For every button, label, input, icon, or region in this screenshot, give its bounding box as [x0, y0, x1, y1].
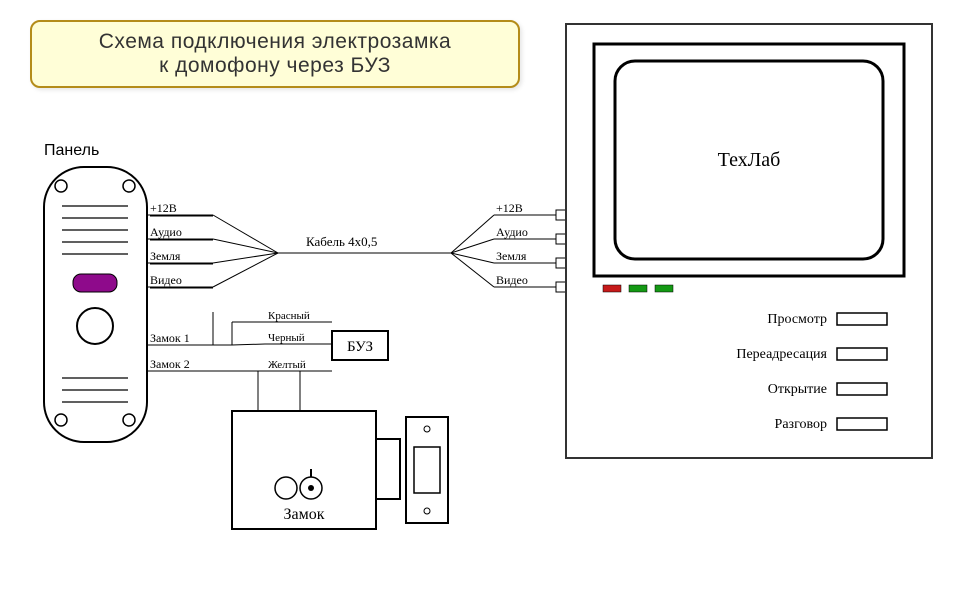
call-button [77, 308, 113, 344]
svg-text:ТехЛаб: ТехЛаб [718, 149, 781, 171]
monitor-button-0[interactable] [837, 313, 887, 325]
lock-latch [376, 439, 400, 499]
diagram-svg: +12В Аудио Земля Видео Замок 1 Замок 2 Красный… [0, 0, 959, 601]
svg-text:Разговор: Разговор [775, 417, 827, 432]
monitor-button-1[interactable] [837, 348, 887, 360]
svg-text:Замок 2: Замок 2 [150, 357, 190, 371]
monitor-led-2 [655, 285, 673, 292]
svg-text:Красный: Красный [268, 310, 310, 322]
svg-text:Просмотр: Просмотр [767, 312, 827, 327]
svg-text:Черный: Черный [268, 332, 305, 344]
panel-body [44, 167, 147, 442]
svg-text:+12В: +12В [150, 201, 177, 215]
svg-text:Замок 1: Замок 1 [150, 331, 190, 345]
svg-text:БУЗ: БУЗ [347, 339, 373, 355]
monitor-button-3[interactable] [837, 418, 887, 430]
svg-text:Открытие: Открытие [768, 382, 827, 397]
svg-text:Земля: Земля [150, 249, 181, 263]
svg-text:Желтый: Желтый [268, 359, 306, 371]
svg-text:Видео: Видео [150, 273, 182, 287]
svg-text:Замок: Замок [283, 506, 324, 523]
monitor-button-2[interactable] [837, 383, 887, 395]
svg-text:Аудио: Аудио [496, 225, 528, 239]
svg-text:Переадресация: Переадресация [736, 347, 827, 362]
svg-text:+12В: +12В [496, 201, 523, 215]
svg-text:Аудио: Аудио [150, 225, 182, 239]
monitor-led-1 [629, 285, 647, 292]
svg-text:Кабель 4х0,5: Кабель 4х0,5 [306, 234, 377, 249]
panel-camera [73, 274, 117, 292]
monitor-led-0 [603, 285, 621, 292]
svg-text:Видео: Видео [496, 273, 528, 287]
svg-text:Земля: Земля [496, 249, 527, 263]
